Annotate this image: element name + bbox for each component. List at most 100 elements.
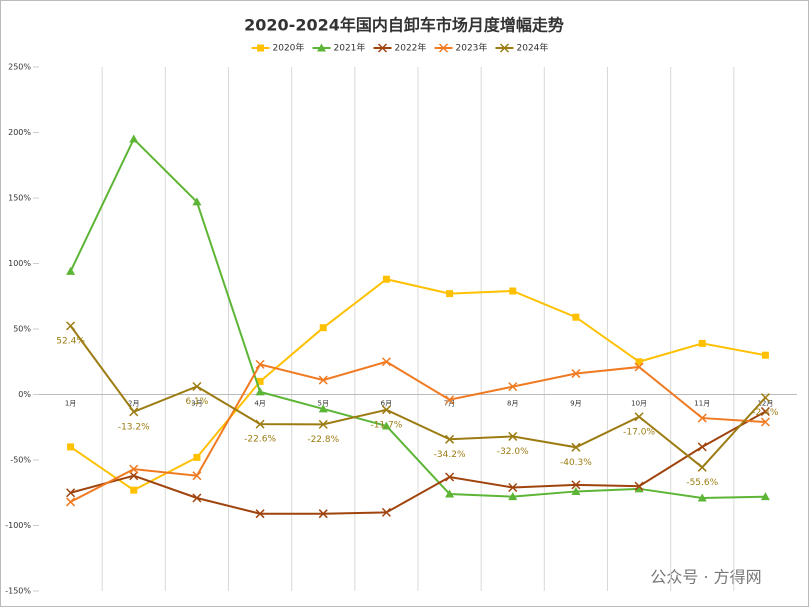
marker xyxy=(697,462,707,472)
marker xyxy=(760,393,770,403)
marker xyxy=(381,405,391,415)
x-tick-label: 9月 xyxy=(570,400,581,408)
marker xyxy=(129,407,139,417)
marker xyxy=(129,471,139,481)
marker xyxy=(571,480,581,490)
marker xyxy=(634,412,644,422)
x-tick-label: 6月 xyxy=(381,400,392,408)
marker xyxy=(381,357,391,367)
data-label: -11.7% xyxy=(370,420,402,430)
marker xyxy=(318,419,328,429)
marker xyxy=(192,197,202,206)
data-label: -55.6% xyxy=(686,478,718,488)
data-label: -13.2% xyxy=(118,422,150,432)
marker xyxy=(319,324,327,332)
marker xyxy=(257,44,264,52)
marker xyxy=(66,321,76,331)
marker xyxy=(697,493,707,502)
y-tick-label: 150% xyxy=(8,194,31,203)
marker xyxy=(445,489,455,498)
data-label: -22.8% xyxy=(307,435,339,445)
x-tick-label: 8月 xyxy=(507,400,518,408)
marker xyxy=(381,507,391,517)
data-label: -34.2% xyxy=(434,450,466,460)
marker xyxy=(255,419,265,429)
marker xyxy=(66,497,76,507)
marker xyxy=(634,484,644,493)
x-tick-label: 11月 xyxy=(694,400,710,408)
marker xyxy=(377,43,388,53)
y-tick-label: 250% xyxy=(8,63,31,72)
marker xyxy=(255,509,265,519)
y-tick-label: -50% xyxy=(10,456,31,465)
line xyxy=(69,325,767,469)
chart-title: 2020-2024年国内自卸车市场月度增幅走势 xyxy=(244,16,564,35)
marker xyxy=(571,369,581,379)
marker xyxy=(571,442,581,452)
marker xyxy=(634,362,644,372)
marker xyxy=(193,453,201,461)
marker xyxy=(67,443,75,451)
marker xyxy=(509,287,517,295)
marker xyxy=(446,290,454,298)
marker xyxy=(317,43,326,52)
y-tick-label: 50% xyxy=(13,325,31,334)
series xyxy=(66,406,770,519)
line xyxy=(70,360,766,503)
legend-label: 2020年 xyxy=(273,42,305,54)
legend-label: 2022年 xyxy=(395,42,427,54)
marker xyxy=(255,387,265,396)
y-tick-label: 200% xyxy=(8,128,31,137)
line xyxy=(70,278,766,492)
y-tick-label: 100% xyxy=(8,259,31,268)
marker xyxy=(256,377,264,385)
marker xyxy=(192,493,202,503)
y-tick-label: 0% xyxy=(18,390,31,399)
marker xyxy=(760,406,770,417)
marker xyxy=(130,486,138,494)
marker xyxy=(255,359,265,369)
marker xyxy=(445,434,455,444)
x-tick-label: 5月 xyxy=(318,400,329,408)
marker xyxy=(445,472,455,482)
marker xyxy=(635,358,643,366)
series: 52.4% -13.2% 6.1% -22.6% -22.8% -11.7% -34.2% -… xyxy=(56,321,779,488)
marker xyxy=(508,482,518,493)
marker xyxy=(634,481,644,491)
marker xyxy=(508,431,518,441)
line xyxy=(69,137,766,499)
marker xyxy=(697,413,707,423)
x-tick-label: 3月 xyxy=(191,400,202,408)
data-label: 6.1% xyxy=(185,397,208,407)
line xyxy=(70,410,766,515)
marker xyxy=(760,492,770,501)
marker xyxy=(318,404,328,413)
marker xyxy=(761,351,769,359)
y-tick-label: -150% xyxy=(5,587,31,596)
marker xyxy=(760,417,770,427)
marker xyxy=(499,43,510,53)
marker xyxy=(192,381,202,392)
marker xyxy=(129,134,139,143)
marker xyxy=(382,275,390,283)
marker xyxy=(445,395,455,405)
legend-label: 2021年 xyxy=(334,42,366,54)
marker xyxy=(318,375,328,385)
x-tick-label: 12月 xyxy=(757,400,773,408)
data-label: 52.4% xyxy=(56,336,85,346)
marker xyxy=(438,43,449,53)
legend-label: 2023年 xyxy=(456,42,488,54)
marker xyxy=(572,313,580,321)
marker xyxy=(571,486,581,495)
marker xyxy=(508,492,518,501)
data-label: -32.0% xyxy=(497,447,529,457)
data-label: -40.3% xyxy=(560,458,592,468)
x-tick-label: 10月 xyxy=(631,400,647,408)
data-label: -22.6% xyxy=(244,435,276,445)
marker xyxy=(192,471,202,481)
marker xyxy=(129,464,139,474)
marker xyxy=(318,509,328,519)
marker xyxy=(697,442,707,452)
